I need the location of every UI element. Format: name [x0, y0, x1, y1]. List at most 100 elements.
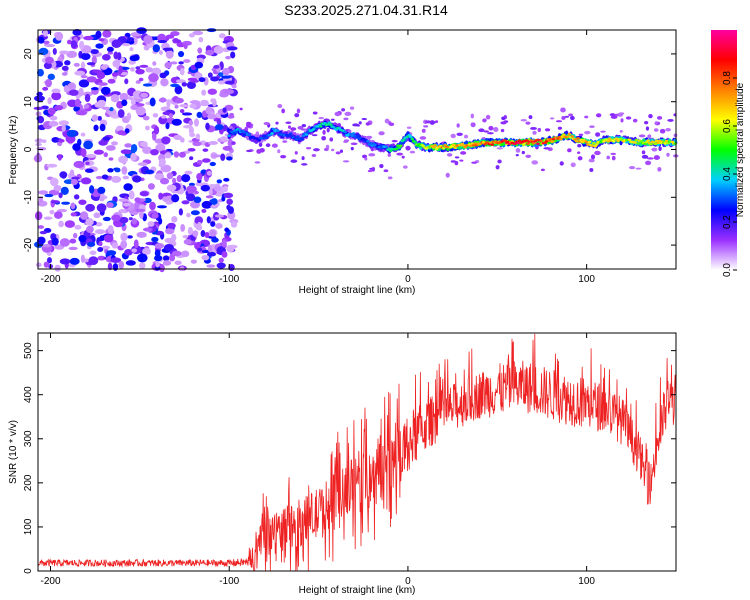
- spectrogram-ridge-cell: [410, 137, 415, 141]
- spectrogram-ridge-cell: [388, 149, 393, 153]
- spectrogram-noise-cell: [186, 81, 197, 90]
- spectrogram-noise-cell: [216, 118, 222, 125]
- spectrogram-noise-cell: [179, 104, 189, 108]
- spectrogram-halo-cell: [387, 176, 393, 180]
- spectrogram-noise-cell: [134, 208, 146, 213]
- spectrogram-noise-cell: [83, 35, 94, 41]
- spectrogram-noise-cell: [59, 171, 68, 179]
- spectrogram-noise-cell: [209, 229, 217, 237]
- spectrogram-noise-cell: [102, 29, 112, 38]
- spectrogram-noise-cell: [70, 212, 77, 217]
- spectrogram-halo-cell: [659, 128, 666, 134]
- spectrogram-noise-cell: [73, 105, 81, 112]
- spectrogram-noise-cell: [61, 72, 68, 76]
- spectrogram-ridge-cell: [567, 132, 572, 136]
- spectrogram-halo-cell: [557, 126, 563, 130]
- spectrogram-noise-cell: [86, 62, 96, 66]
- spectrogram-noise-cell: [94, 229, 106, 235]
- spectrogram-noise-cell: [96, 71, 106, 80]
- spectrogram-halo-cell: [543, 147, 551, 150]
- spectrogram-noise-cell: [97, 246, 104, 253]
- spectrogram-noise-cell: [110, 94, 120, 103]
- spectrogram-noise-cell: [83, 140, 94, 150]
- spectrogram-ridge-cell: [489, 141, 493, 144]
- spectrogram-ridge-cell: [368, 141, 373, 145]
- spectrogram-ridge-cell: [263, 134, 267, 137]
- spectrogram-noise-cell: [111, 72, 119, 77]
- spectrogram-noise-cell: [113, 51, 119, 60]
- spectrogram-halo-cell: [495, 165, 500, 170]
- spectrogram-noise-cell: [106, 202, 114, 208]
- spectrogram-noise-cell: [144, 169, 155, 175]
- spectrogram-halo-cell: [485, 114, 491, 120]
- spectrogram-noise-cell: [67, 83, 75, 89]
- spectrogram-halo-cell: [532, 130, 537, 135]
- spectrogram-halo-cell: [287, 125, 292, 129]
- spectrogram-noise-cell: [90, 87, 99, 91]
- spectrogram-noise-cell: [90, 49, 99, 55]
- spectrogram-noise-cell: [142, 115, 150, 121]
- spectrogram-halo-cell: [401, 155, 405, 159]
- spectrogram-halo-cell: [318, 117, 324, 120]
- spectrogram-noise-cell: [124, 128, 130, 134]
- spectrogram-halo-cell: [459, 159, 464, 162]
- spectrogram-noise-cell: [136, 253, 148, 263]
- spectrogram-noise-cell: [195, 133, 201, 140]
- spectrogram-noise-cell: [164, 61, 172, 69]
- spectrogram-noise-cell: [206, 170, 213, 176]
- spectrogram-noise-cell: [167, 222, 176, 229]
- spectrogram-noise-cell: [180, 137, 185, 143]
- spectrogram-noise-cell: [43, 62, 52, 70]
- spectrogram-noise-cell: [190, 259, 197, 264]
- spectrogram-halo-cell: [559, 161, 564, 166]
- spectrogram-noise-cell: [147, 183, 155, 190]
- spectrogram-noise-cell: [207, 72, 213, 78]
- spectrogram-noise-cell: [158, 50, 164, 55]
- spectrogram-noise-cell: [83, 104, 90, 109]
- spectrogram-noise-cell: [108, 157, 114, 161]
- spectrogram-halo-cell: [577, 156, 583, 161]
- spectrogram-noise-cell: [63, 85, 69, 93]
- spectrogram-noise-cell: [171, 118, 182, 126]
- spectrogram-halo-cell: [259, 147, 265, 153]
- spectrogram-cells: [33, 27, 679, 273]
- spectrogram-noise-cell: [123, 183, 133, 191]
- spectrogram-noise-cell: [128, 217, 133, 221]
- spectrogram-noise-cell: [71, 176, 80, 180]
- spectrogram-ridge-cell: [451, 143, 456, 147]
- spectrogram-ridge-cell: [394, 147, 399, 151]
- spectrogram-noise-cell: [135, 103, 145, 107]
- spectrogram-noise-cell: [111, 39, 122, 48]
- spectrogram-noise-cell: [70, 40, 78, 49]
- spectrogram-noise-cell: [95, 43, 104, 49]
- spectrogram-noise-cell: [218, 72, 224, 77]
- spectrogram-noise-cell: [206, 216, 211, 224]
- spectrogram-noise-cell: [49, 115, 58, 121]
- spectrogram-noise-cell: [112, 263, 119, 271]
- spectrogram-noise-cell: [165, 200, 172, 205]
- spectrogram-halo-cell: [389, 122, 395, 127]
- spectrogram-noise-cell: [121, 166, 128, 175]
- spectrogram-halo-cell: [280, 154, 287, 159]
- spectrogram-noise-cell: [154, 254, 163, 262]
- spectrogram-noise-cell: [106, 46, 114, 53]
- spectrogram-noise-cell: [103, 234, 114, 243]
- spectrogram-halo-cell: [654, 121, 659, 125]
- spectrogram-halo-cell: [290, 159, 298, 163]
- spectrogram-noise-cell: [222, 67, 231, 76]
- spectrogram-noise-cell: [74, 224, 82, 230]
- spectrogram-halo-cell: [326, 127, 330, 133]
- spectrogram-halo-cell: [570, 162, 576, 168]
- spectrogram-ridge-cell: [304, 133, 309, 136]
- spectrogram-noise-cell: [157, 205, 168, 209]
- spectrogram-noise-cell: [175, 79, 186, 84]
- spectrogram-noise-cell: [158, 217, 163, 225]
- spectrogram-noise-cell: [52, 47, 57, 55]
- spectrogram-halo-cell: [366, 135, 373, 139]
- spectrogram-noise-cell: [72, 28, 82, 36]
- spectrogram-noise-cell: [97, 186, 106, 194]
- colorbar-tick-label: 0.4: [722, 167, 733, 181]
- spectrogram-noise-cell: [88, 256, 99, 266]
- spectrogram-noise-cell: [180, 223, 186, 232]
- spectrogram-noise-cell: [143, 45, 150, 51]
